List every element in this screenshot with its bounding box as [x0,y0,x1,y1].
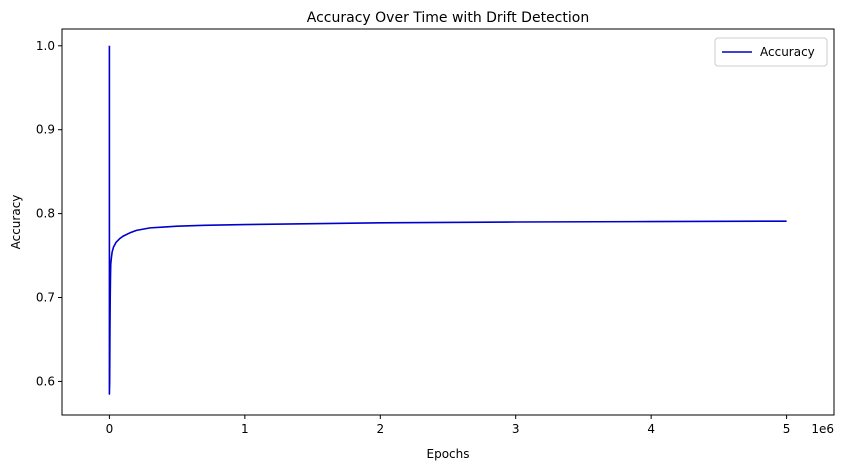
chart-title: Accuracy Over Time with Drift Detection [307,10,589,26]
x-axis-offset-label: 1e6 [811,422,834,436]
x-tick-label: 3 [512,422,520,436]
x-tick-label: 5 [783,422,791,436]
legend: Accuracy [714,37,828,67]
y-tick-label: 0.6 [36,374,55,388]
y-axis-label: Accuracy [9,195,23,250]
x-tick-label: 2 [376,422,384,436]
y-tick-label: 1.0 [36,39,55,53]
legend-label-accuracy: Accuracy [760,45,815,59]
y-axis-ticks: 0.6 0.7 0.8 0.9 1.0 [36,39,62,388]
y-tick-label: 0.9 [36,123,55,137]
y-tick-label: 0.7 [36,291,55,305]
x-tick-label: 4 [647,422,655,436]
x-tick-label: 1 [241,422,249,436]
legend-box [714,37,828,67]
x-axis-label: Epochs [427,447,470,461]
plot-area [108,45,787,395]
series-line-accuracy [108,45,787,395]
y-tick-label: 0.8 [36,207,55,221]
plot-frame [61,28,835,416]
x-axis-ticks: 0 1 2 3 4 5 [106,415,791,436]
x-tick-label: 0 [106,422,114,436]
